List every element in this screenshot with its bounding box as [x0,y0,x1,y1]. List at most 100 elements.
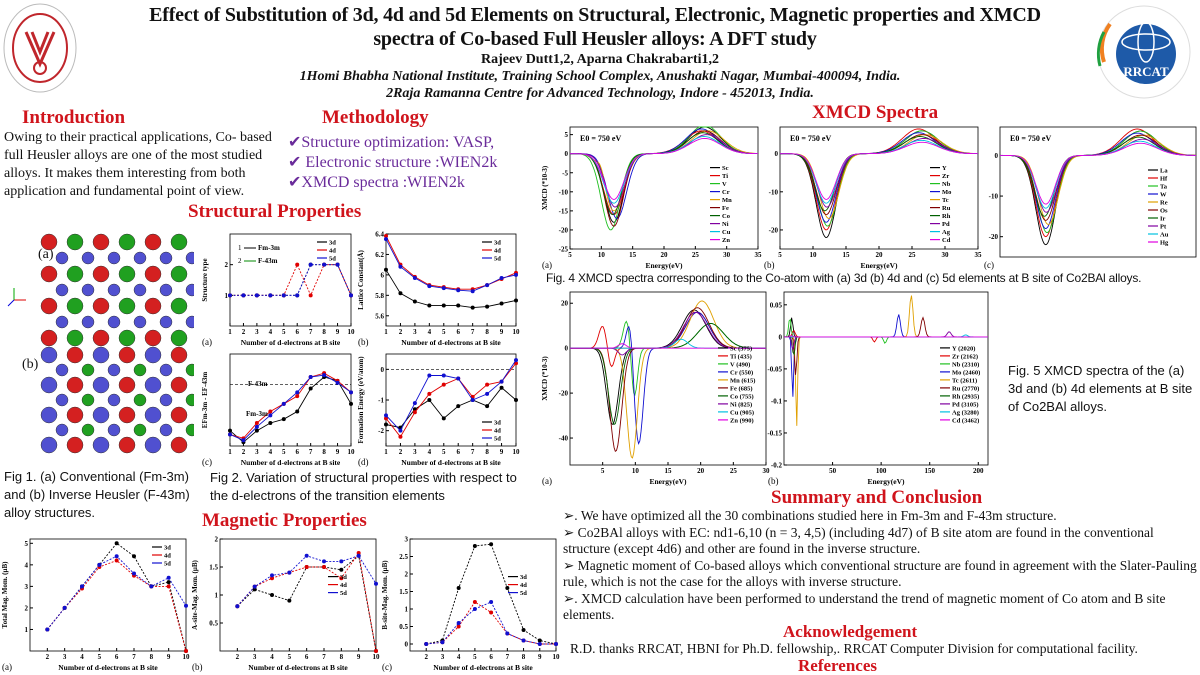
legend-label: 5d [520,590,527,597]
legend-label: Hg [1160,240,1169,247]
y-tick-label: -0.2 [771,462,783,470]
x-axis-label: Energy(eV) [645,261,683,270]
legend-label: 3d [329,240,336,247]
x-tick-label: 20 [876,251,884,259]
x-axis-label: Number of d-electrons at B site [241,458,341,467]
y-tick-label: -15 [559,207,569,215]
atom [81,251,95,265]
x-tick-label: 10 [513,328,521,336]
x-tick-label: 9 [336,328,340,336]
data-point [489,610,494,615]
x-tick-label: 1 [228,328,232,336]
plot-frame [219,538,377,652]
x-tick-label: 7 [506,653,510,661]
legend-label: Nb [942,181,951,188]
x-tick-label: 3 [253,653,257,661]
x-tick-label: 4 [269,328,273,336]
data-point [470,289,475,294]
x-tick-label: 5 [442,448,446,456]
data-point [268,421,273,425]
chart-energy-difference: 1 2 3 4 5 6 7 8 9 10 Number of d-electrons at B si… [201,353,355,467]
series-line-Cd [784,335,988,338]
panel-label: (b) [768,476,779,486]
y-tick-label: -2 [378,427,384,435]
atom [144,376,162,394]
y-tick-label: 1 [405,606,409,614]
x-tick-label: 8 [322,448,326,456]
atom [159,251,173,265]
data-point [485,304,490,309]
panel-label: (d) [358,457,369,467]
acknowledgement-text: R.D. thanks RRCAT, HBNI for Ph.D. fellow… [570,641,1138,656]
y-tick-label: 0.5 [399,623,408,631]
fig2-caption: Fig 2. Variation of structural propertie… [210,470,517,503]
atom [185,283,194,297]
data-point [270,573,274,578]
legend-label: Zn (990) [730,417,754,424]
chart-b-site-moment: 2 3 4 5 6 7 8 9 10 0 0.5 1 1.5 2 2.5 3 Number of d-elect… [381,536,561,673]
series-line-3d [426,543,557,645]
data-point [485,283,490,288]
data-point [412,410,417,415]
atom [107,423,121,437]
data-point [505,586,510,590]
legend-label: Rh [942,213,951,220]
legend-label: 4d [494,248,501,255]
atom [81,393,95,407]
references-heading: References [798,656,877,675]
data-point [356,551,361,555]
data-point [149,584,154,589]
x-tick-label: 25 [692,251,700,259]
x-tick-label: 6 [295,328,299,336]
legend-label: 5d [494,436,501,443]
legend-label: Cr (550) [730,369,753,376]
x-tick-label: 15 [629,251,637,259]
data-point [228,293,232,298]
x-axis-label: Energy(eV) [860,261,898,270]
annot-fm3m: Fm-3m [246,410,268,418]
atom [40,329,58,347]
plot-frame [385,233,517,327]
data-point [295,390,300,395]
x-tick-label: 5 [282,328,286,336]
x-axis-label: Number of d-electrons at B site [241,338,341,347]
series-line-5d [236,555,377,607]
data-point [427,373,432,378]
data-point [427,303,432,308]
atom [40,265,58,283]
data-point [440,640,445,645]
x-tick-label: 10 [553,653,561,661]
legend-label: Ir [1160,216,1166,223]
data-point [398,428,403,433]
atom [118,233,136,251]
data-point [287,598,292,603]
y-tick-label: 0 [779,333,783,341]
methodology-list: ✔Structure optimization: VASP, ✔ Electro… [288,133,497,193]
y-tick-label: -10 [989,193,999,201]
plot-frame [29,538,187,652]
data-point [456,621,461,625]
legend-label: 4d [329,248,336,255]
data-point [472,600,477,604]
data-point [384,422,388,427]
panel-label: (a) [542,260,552,270]
data-point [499,301,504,306]
panel-label: (a) [542,476,552,486]
legend-label: Cr [722,189,730,196]
atom [66,329,84,347]
y-tick-label: 5 [565,131,569,139]
data-point [398,291,403,296]
data-point [470,398,475,402]
series-line-Zn [570,343,766,349]
legend-label: Ti (435) [730,353,752,360]
atom [66,297,84,315]
legend-label: 3d [494,420,501,427]
panel-label: (b) [192,662,203,672]
data-point [114,558,119,563]
atom [40,406,58,424]
summary-bullet: ➢ Magnetic moment of Co-based alloys whi… [563,557,1197,590]
x-tick-label: 200 [973,467,984,475]
legend-label: Pt [1160,224,1167,231]
series-line-4d [230,263,352,297]
annot-fm3m: Fm-3m [258,244,280,252]
